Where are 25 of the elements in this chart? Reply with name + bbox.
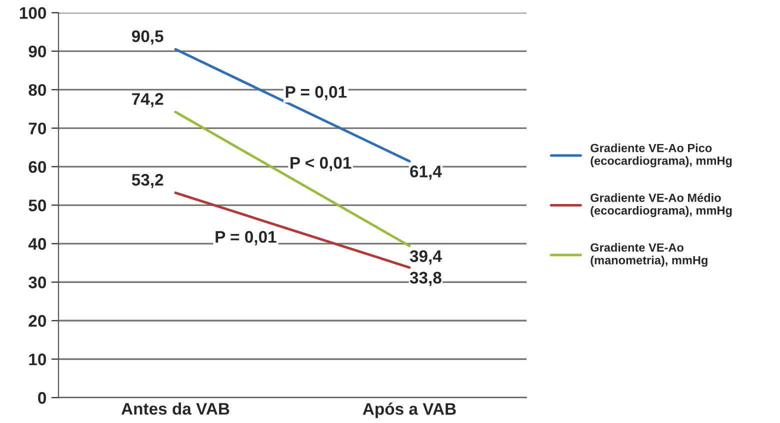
annotation: P = 0,01: [216, 231, 276, 246]
y-tick-label: 60: [28, 161, 46, 173]
data-label: 74,2: [132, 93, 164, 108]
data-label: 90,5: [132, 30, 164, 45]
annotation: P < 0,01: [290, 156, 352, 172]
data-label: 53,2: [132, 174, 164, 188]
legend-label: Gradiente VE-Ao (manometria), mmHg: [590, 243, 708, 267]
y-tick-label: 0: [38, 392, 46, 404]
data-label: 39,4: [410, 250, 442, 264]
y-tick-label: 80: [28, 84, 46, 96]
legend-label: Gradiente VE-Ao Pico (ecocardiograma), mmHg: [590, 144, 732, 168]
x-tick-label: Antes da VAB: [121, 402, 230, 415]
y-tick-label: 30: [28, 276, 46, 288]
y-tick-label: 90: [28, 46, 46, 58]
y-tick-label: 100: [20, 7, 46, 19]
y-tick-label: 70: [28, 122, 46, 134]
legend-label: Gradiente VE-Ao Médio (ecocardiograma), mmHg: [590, 193, 732, 218]
data-label: 33,8: [410, 272, 442, 286]
y-tick-label: 40: [28, 238, 46, 250]
x-tick-label: Após a VAB: [362, 402, 456, 418]
y-tick-label: 50: [28, 200, 46, 212]
annotation: P = 0,01: [286, 86, 347, 100]
y-tick-label: 10: [29, 354, 46, 366]
y-tick-label: 20: [28, 315, 46, 327]
data-label: 61,4: [410, 166, 442, 180]
